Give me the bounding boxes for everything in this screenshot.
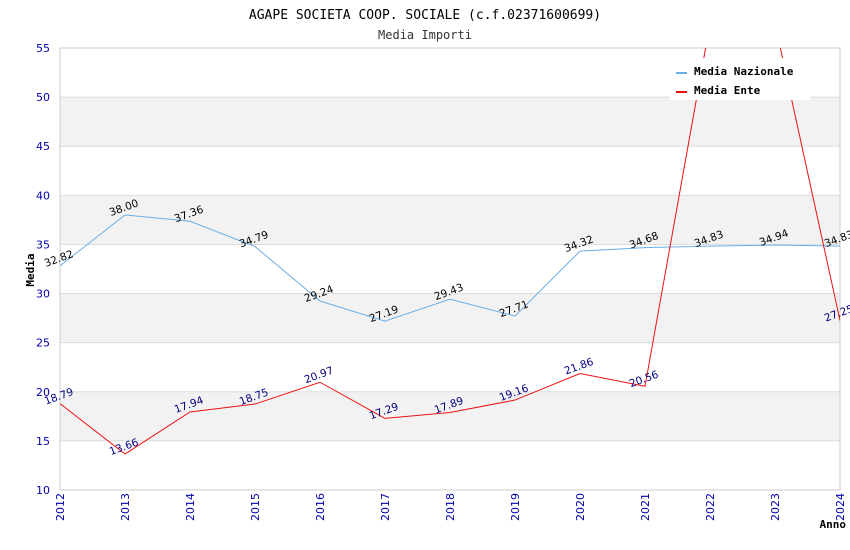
x-tick-labels: 2012 2013 2014 2015 2016 2017 2018 2019 2020 2021… bbox=[54, 493, 847, 521]
x-tick-label: 2013 bbox=[119, 493, 132, 521]
legend-box bbox=[670, 58, 810, 100]
series-line-0 bbox=[60, 214, 840, 322]
data-label: 32.82 bbox=[43, 248, 75, 270]
legend-label-media-nazionale: Media Nazionale bbox=[694, 65, 794, 78]
legend-label-media-ente: Media Ente bbox=[694, 84, 761, 97]
grid-band bbox=[60, 391, 840, 441]
y-tick-label: 20 bbox=[36, 386, 50, 399]
y-tick-labels: 10 15 20 25 30 35 40 45 50 55 bbox=[36, 42, 50, 497]
y-tick-label: 30 bbox=[36, 288, 50, 301]
plot-area bbox=[59, 47, 841, 491]
x-tick-label: 2015 bbox=[249, 493, 262, 521]
grid-band bbox=[60, 97, 840, 147]
x-axis-label: Anno bbox=[820, 518, 847, 531]
y-tick-label: 50 bbox=[36, 91, 50, 104]
legend: Media Nazionale Media Ente bbox=[670, 58, 810, 100]
x-tick-label: 2018 bbox=[444, 493, 457, 521]
data-label: 20.56 bbox=[628, 369, 661, 391]
x-tick-label: 2023 bbox=[769, 493, 782, 521]
x-tick-label: 2022 bbox=[704, 493, 717, 521]
y-tick-label: 25 bbox=[36, 337, 50, 350]
y-tick-label: 45 bbox=[36, 140, 50, 153]
x-tick-label: 2024 bbox=[834, 493, 847, 521]
x-tick-label: 2016 bbox=[314, 493, 327, 521]
grid-lines bbox=[60, 47, 840, 491]
x-tick-label: 2019 bbox=[509, 493, 522, 521]
x-tick-label: 2014 bbox=[184, 493, 197, 521]
y-tick-label: 10 bbox=[36, 484, 50, 497]
x-tick-label: 2012 bbox=[54, 493, 67, 521]
y-tick-label: 55 bbox=[36, 42, 50, 55]
chart-subtitle: Media Importi bbox=[378, 28, 472, 42]
series-line-1 bbox=[60, 48, 840, 455]
y-tick-label: 35 bbox=[36, 238, 50, 251]
x-tick-label: 2021 bbox=[639, 493, 652, 521]
y-tick-label: 40 bbox=[36, 189, 50, 202]
x-tick-label: 2020 bbox=[574, 493, 587, 521]
y-axis-label: Media bbox=[24, 253, 37, 286]
grid-band bbox=[60, 293, 840, 343]
x-tick-label: 2017 bbox=[379, 493, 392, 521]
grid-band bbox=[60, 195, 840, 245]
grid-bands bbox=[60, 97, 840, 441]
series-lines bbox=[60, 48, 840, 455]
chart-title: AGAPE SOCIETA COOP. SOCIALE (c.f.0237160… bbox=[249, 8, 601, 23]
y-tick-label: 15 bbox=[36, 435, 50, 448]
